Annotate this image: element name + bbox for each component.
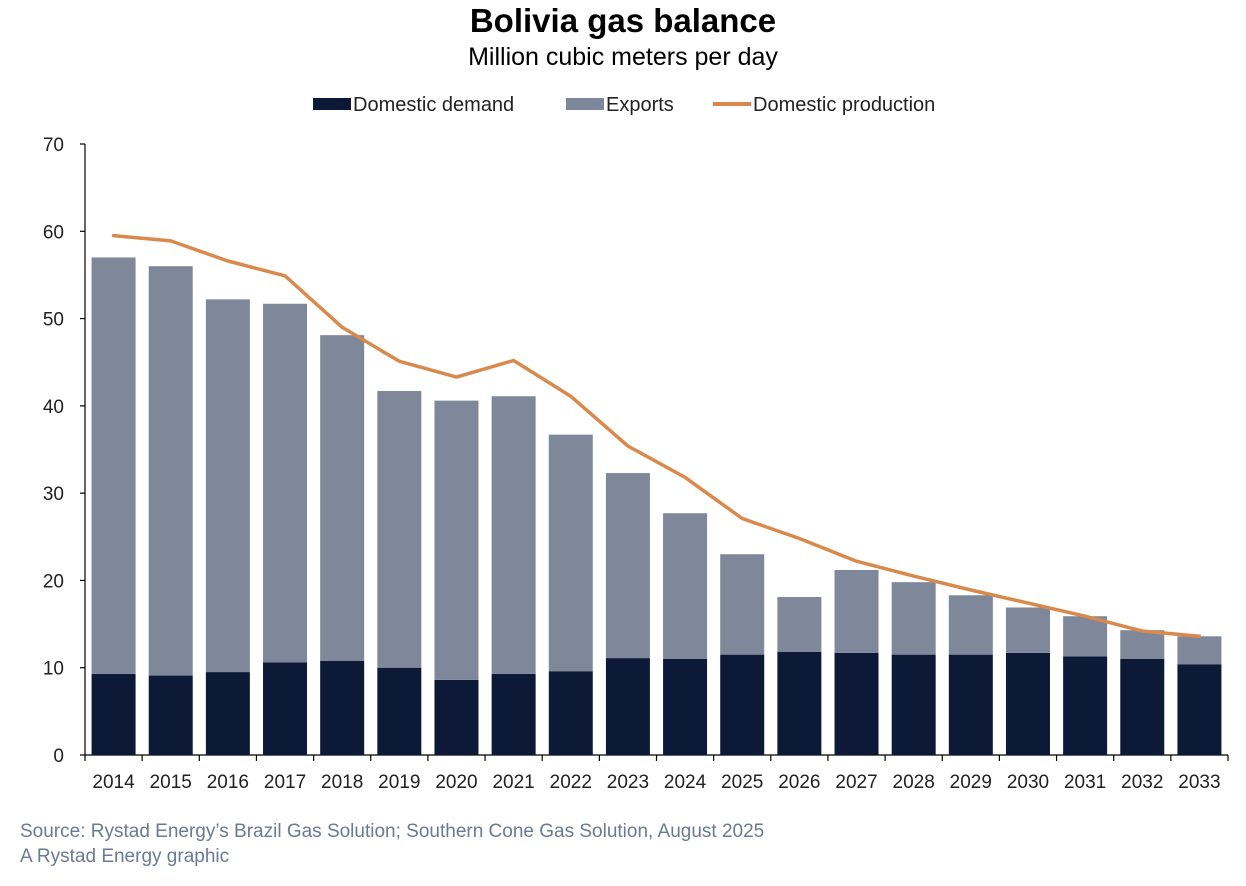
chart-title: Bolivia gas balance: [469, 2, 777, 39]
bar-exports: [948, 595, 993, 655]
x-tick-label: 2030: [1007, 772, 1049, 793]
bar-exports: [491, 396, 536, 674]
bar-exports: [1177, 636, 1222, 665]
x-tick-label: 2022: [550, 772, 592, 793]
bar-domestic-demand: [434, 679, 479, 755]
x-tick-label: 2015: [150, 772, 192, 793]
y-tick-label: 0: [53, 746, 64, 767]
bar-domestic-demand: [720, 654, 765, 755]
x-tick-label: 2033: [1178, 772, 1220, 793]
legend-label-domestic-production: Domestic production: [753, 94, 935, 116]
y-tick-label: 20: [43, 571, 64, 592]
bar-domestic-demand: [377, 667, 422, 755]
bar-exports: [834, 569, 879, 653]
x-tick-label: 2032: [1121, 772, 1163, 793]
x-tick-label: 2026: [778, 772, 820, 793]
bar-domestic-demand: [605, 658, 650, 755]
x-tick-label: 2031: [1064, 772, 1106, 793]
bar-domestic-demand: [777, 652, 822, 755]
y-tick-label: 40: [43, 397, 64, 418]
source-note: Source: Rystad Energy’s Brazil Gas Solut…: [20, 821, 765, 842]
y-tick-label: 10: [43, 659, 64, 680]
x-tick-label: 2019: [378, 772, 420, 793]
y-tick-label: 30: [43, 484, 64, 505]
x-tick-label: 2027: [835, 772, 877, 793]
bar-domestic-demand: [948, 654, 993, 755]
x-tick-label: 2016: [207, 772, 249, 793]
legend-label-domestic-demand: Domestic demand: [353, 94, 514, 116]
bar-domestic-demand: [1177, 664, 1222, 755]
chart-subtitle: Million cubic meters per day: [468, 43, 778, 71]
bar-exports: [91, 257, 136, 674]
bar-exports: [320, 335, 365, 661]
x-tick-label: 2020: [435, 772, 477, 793]
bar-exports: [1063, 616, 1108, 657]
bar-domestic-demand: [548, 671, 593, 755]
bar-domestic-demand: [891, 654, 936, 755]
legend-label-exports: Exports: [606, 94, 674, 116]
x-tick-label: 2023: [607, 772, 649, 793]
y-tick-label: 50: [43, 310, 64, 331]
x-tick-label: 2017: [264, 772, 306, 793]
bar-exports: [891, 582, 936, 655]
x-tick-label: 2029: [950, 772, 992, 793]
legend-swatch-exports: [566, 98, 604, 110]
x-tick-label: 2024: [664, 772, 707, 793]
bar-domestic-demand: [663, 658, 708, 755]
x-tick-label: 2014: [92, 772, 135, 793]
bar-exports: [548, 434, 593, 672]
x-tick-label: 2025: [721, 772, 763, 793]
bar-domestic-demand: [320, 660, 365, 755]
bar-exports: [263, 303, 308, 663]
bar-exports: [663, 513, 708, 659]
bar-domestic-demand: [491, 673, 536, 755]
bar-exports: [434, 400, 479, 680]
x-tick-label: 2018: [321, 772, 363, 793]
x-tick-label: 2021: [492, 772, 534, 793]
bar-domestic-demand: [91, 673, 136, 755]
x-tick-label: 2028: [893, 772, 935, 793]
bar-exports: [1005, 607, 1050, 653]
credit-note: A Rystad Energy graphic: [20, 846, 230, 867]
bar-exports: [1120, 630, 1165, 659]
y-tick-label: 60: [43, 222, 64, 243]
bar-domestic-demand: [834, 652, 879, 755]
bar-exports: [377, 391, 422, 668]
bar-exports: [605, 473, 650, 659]
bar-exports: [205, 299, 250, 673]
bar-domestic-demand: [1063, 656, 1108, 755]
legend-swatch-domestic-demand: [313, 98, 351, 110]
line-domestic-production: [111, 233, 1202, 639]
bar-domestic-demand: [205, 672, 250, 755]
bar-domestic-demand: [1005, 652, 1050, 755]
y-tick-label: 70: [43, 135, 64, 156]
bar-domestic-demand: [148, 675, 193, 755]
bar-exports: [777, 597, 822, 653]
bar-domestic-demand: [1120, 658, 1165, 755]
bar-exports: [720, 554, 765, 655]
bar-exports: [148, 266, 193, 676]
bar-domestic-demand: [263, 662, 308, 755]
